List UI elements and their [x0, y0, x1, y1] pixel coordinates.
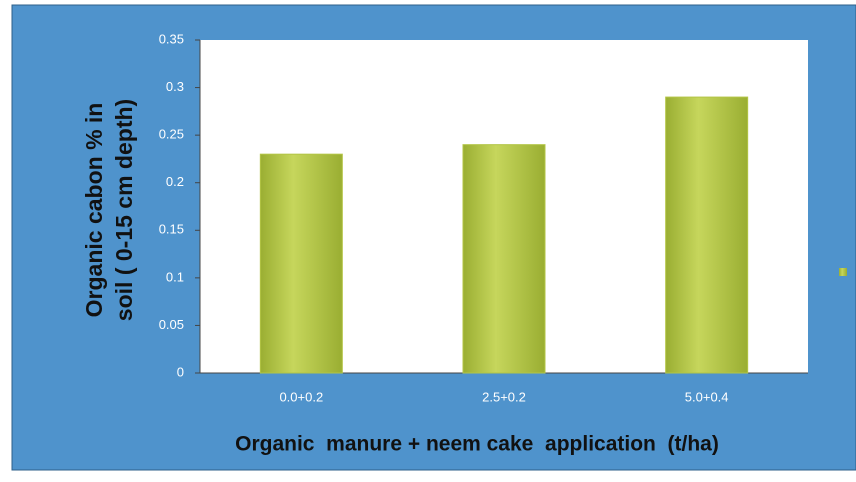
- bar: [462, 144, 546, 374]
- y-tick-label: 0.3: [166, 79, 184, 94]
- y-tick-label: 0.25: [159, 127, 184, 142]
- y-axis-title: soil ( 0-15 cm depth): [111, 99, 137, 321]
- x-axis-title: Organic manure + neem cake application (…: [235, 433, 719, 456]
- legend-marker: [839, 268, 847, 276]
- y-tick-label: 0.05: [159, 317, 184, 332]
- y-axis-title: Organic cabon % in: [81, 103, 107, 318]
- y-tick-label: 0.15: [159, 222, 184, 237]
- x-tick-label: 5.0+0.4: [685, 389, 729, 404]
- x-tick-label: 2.5+0.2: [482, 389, 526, 404]
- y-tick-label: 0: [177, 364, 184, 379]
- x-tick-label: 0.0+0.2: [279, 389, 323, 404]
- y-tick-label: 0.2: [166, 174, 184, 189]
- bar: [665, 96, 749, 374]
- y-tick-label: 0.1: [166, 269, 184, 284]
- y-tick-label: 0.35: [159, 31, 184, 46]
- bar: [259, 153, 343, 374]
